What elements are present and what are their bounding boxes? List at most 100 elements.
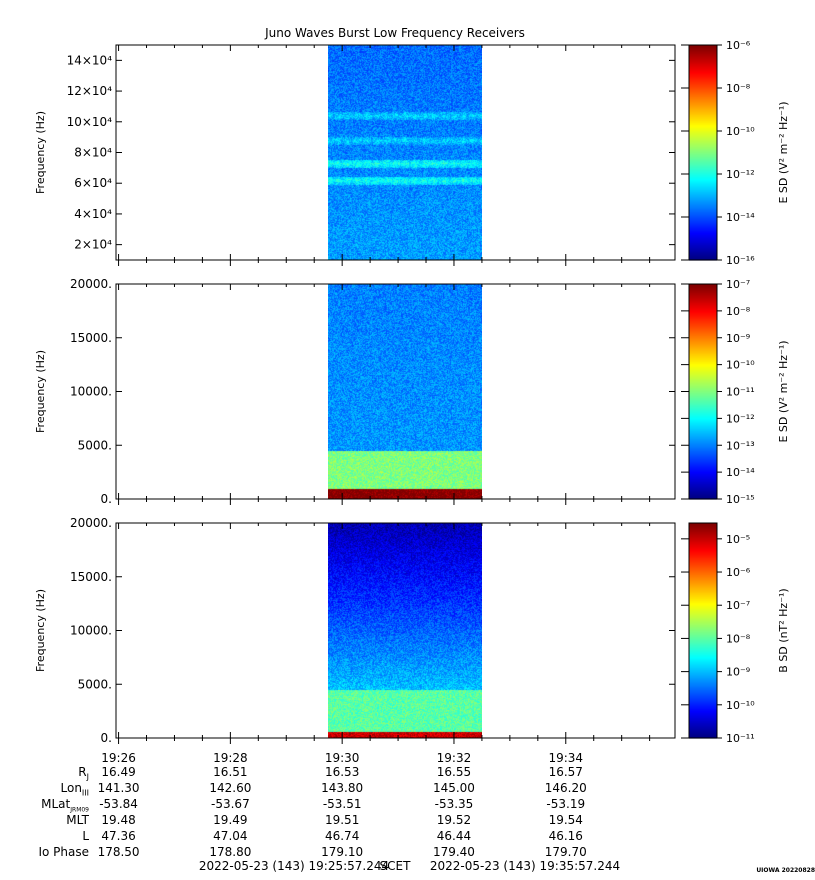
ephemeris-value: 19.54 xyxy=(548,813,583,827)
ephemeris-subscript: J xyxy=(86,772,89,782)
colorbar-tick-label: 10⁻⁸ xyxy=(726,305,751,318)
ephemeris-label: Io Phase xyxy=(38,845,89,859)
x-tick-label: 19:26 xyxy=(101,751,136,765)
y-tick-label: 5000. xyxy=(78,438,112,452)
chart-title: Juno Waves Burst Low Frequency Receivers xyxy=(264,26,525,40)
x-tick-label: 19:32 xyxy=(437,751,472,765)
y-tick-label: 10000. xyxy=(70,624,112,638)
y-tick-label: 8×10⁴ xyxy=(74,146,112,160)
ephemeris-value: -53.51 xyxy=(322,797,362,811)
spectrogram-3 xyxy=(328,523,482,738)
y-axis-label: Frequency (Hz) xyxy=(34,350,47,433)
ephemeris-value: 46.16 xyxy=(548,829,583,843)
y-tick-label: 15000. xyxy=(70,331,112,345)
ephemeris-value: 19.52 xyxy=(436,813,472,827)
y-tick-label: 14×10⁴ xyxy=(67,53,113,67)
y-tick-label: 20000. xyxy=(70,516,112,530)
colorbar-tick-label: 10⁻¹⁰ xyxy=(726,359,755,372)
ephemeris-value: 178.80 xyxy=(209,845,252,859)
ephemeris-value: 146.20 xyxy=(544,781,587,795)
spectrogram-1 xyxy=(328,45,482,260)
ephemeris-value: 16.49 xyxy=(101,765,136,779)
y-tick-label: 4×10⁴ xyxy=(74,207,112,221)
ephemeris-value: 16.55 xyxy=(436,765,472,779)
y-tick-label: 10000. xyxy=(70,385,112,399)
y-tick-label: 2×10⁴ xyxy=(74,238,112,252)
ephemeris-label: MLT xyxy=(66,813,89,827)
ephemeris-value: 145.00 xyxy=(432,781,475,795)
ephemeris-subscript: JRM09 xyxy=(70,806,89,814)
colorbar-label: E SD (V² m⁻² Hz⁻¹) xyxy=(777,340,790,442)
ephemeris-value: 46.74 xyxy=(324,829,360,843)
x-tick-label: 19:30 xyxy=(325,751,360,765)
ephemeris-label: LonIII xyxy=(60,781,90,798)
colorbar-tick-label: 10⁻⁹ xyxy=(726,332,750,345)
colorbar-tick-label: 10⁻¹¹ xyxy=(726,386,755,399)
ephemeris-value: 19.49 xyxy=(213,813,248,827)
ephemeris-label: RJ xyxy=(78,765,89,782)
ephemeris-label: L xyxy=(82,829,89,843)
colorbar-tick-label: 10⁻¹⁶ xyxy=(726,254,755,267)
y-tick-label: 20000. xyxy=(70,277,112,291)
y-tick-label: 12×10⁴ xyxy=(67,84,113,98)
colorbar-tick-label: 10⁻⁷ xyxy=(726,278,750,291)
colorbar-tick-label: 10⁻⁶ xyxy=(726,39,751,52)
scet-label: SCET xyxy=(380,859,412,873)
panel-1: 2×10⁴ 4×10⁴ 6×10⁴ 8×10⁴ 10×10⁴ 12×10⁴ 14×10⁴ Fr… xyxy=(34,39,790,267)
colorbar-tick-label: 10⁻¹³ xyxy=(726,439,755,452)
colorbar-2: 10⁻¹⁵ 10⁻¹⁴ 10⁻¹³ 10⁻¹² 10⁻¹¹ 10⁻¹⁰ 10⁻⁹ 10⁻⁸ 10… xyxy=(681,278,790,506)
ephemeris-value: 16.53 xyxy=(324,765,360,779)
ephemeris-value: 19.48 xyxy=(101,813,136,827)
colorbar-label: E SD (V² m⁻² Hz⁻¹) xyxy=(777,101,790,203)
colorbar-label: B SD (nT² Hz⁻¹) xyxy=(777,588,790,672)
ephemeris-value: 179.40 xyxy=(432,845,475,859)
colorbar-tick-label: 10⁻¹⁴ xyxy=(726,211,755,224)
colorbar-tick-label: 10⁻¹⁰ xyxy=(726,699,755,712)
colorbar-tick-label: 10⁻¹¹ xyxy=(726,732,755,745)
ephemeris-value: 47.04 xyxy=(213,829,248,843)
x-tick-label: 19:34 xyxy=(548,751,583,765)
ephemeris-value: 179.10 xyxy=(321,845,364,859)
end-time-label: 2022-05-23 (143) 19:35:57.244 xyxy=(430,859,620,873)
ephemeris-value: -53.67 xyxy=(211,797,250,811)
ephemeris-value: 16.57 xyxy=(548,765,583,779)
ephemeris-value: 19.51 xyxy=(324,813,360,827)
panels: 2×10⁴ 4×10⁴ 6×10⁴ 8×10⁴ 10×10⁴ 12×10⁴ 14×10⁴ Fr… xyxy=(34,39,790,745)
y-tick-label: 6×10⁴ xyxy=(74,176,112,190)
y-tick-label: 0. xyxy=(101,731,112,745)
colorbar-tick-label: 10⁻⁷ xyxy=(726,599,750,612)
y-tick-label: 0. xyxy=(101,492,112,506)
ephemeris-value: -53.35 xyxy=(434,797,474,811)
x-axis: 19:26 19:28 19:30 19:32 19:34 xyxy=(101,751,583,765)
panel-3: 0. 5000. 10000. 15000. 20000. Frequency (Hz) 1… xyxy=(34,516,790,745)
ephemeris-value: 143.80 xyxy=(321,781,364,795)
start-time-label: 2022-05-23 (143) 19:25:57.244 xyxy=(199,859,389,873)
colorbar-tick-label: 10⁻⁹ xyxy=(726,666,750,679)
colorbar-1: 10⁻¹⁶ 10⁻¹⁴ 10⁻¹² 10⁻¹⁰ 10⁻⁸ 10⁻⁶ E SD (V² m⁻²… xyxy=(681,39,790,267)
colorbar-tick-label: 10⁻¹⁰ xyxy=(726,125,755,138)
ephemeris-value: 142.60 xyxy=(209,781,252,795)
ephemeris-label: MLatJRM09 xyxy=(41,797,89,814)
colorbar-tick-label: 10⁻¹⁵ xyxy=(726,493,755,506)
uiowa-stamp: UIOWA 20220828 xyxy=(756,867,815,874)
colorbar-tick-label: 10⁻⁵ xyxy=(726,533,750,546)
colorbar-tick-label: 10⁻¹² xyxy=(726,412,755,425)
x-tick-label: 19:28 xyxy=(213,751,248,765)
panel-2: 0. 5000. 10000. 15000. 20000. Frequency (Hz) 1… xyxy=(34,277,790,506)
y-tick-label: 10×10⁴ xyxy=(67,115,113,129)
colorbar-tick-label: 10⁻¹⁴ xyxy=(726,466,755,479)
ephemeris-subscript: III xyxy=(81,788,89,798)
ephemeris-value: 47.36 xyxy=(101,829,136,843)
ephemeris-value: 178.50 xyxy=(97,845,140,859)
colorbar-tick-label: 10⁻⁶ xyxy=(726,566,751,579)
y-axis-label: Frequency (Hz) xyxy=(34,589,47,672)
ephemeris-value: 46.44 xyxy=(436,829,472,843)
ephemeris-value: 179.70 xyxy=(544,845,587,859)
y-tick-label: 5000. xyxy=(78,677,112,691)
colorbar-tick-label: 10⁻⁸ xyxy=(726,82,751,95)
y-axis-label: Frequency (Hz) xyxy=(34,111,47,194)
y-tick-label: 15000. xyxy=(70,570,112,584)
ephemeris-value: 16.51 xyxy=(213,765,248,779)
colorbar-tick-label: 10⁻⁸ xyxy=(726,632,751,645)
ephemeris-value: 141.30 xyxy=(97,781,140,795)
